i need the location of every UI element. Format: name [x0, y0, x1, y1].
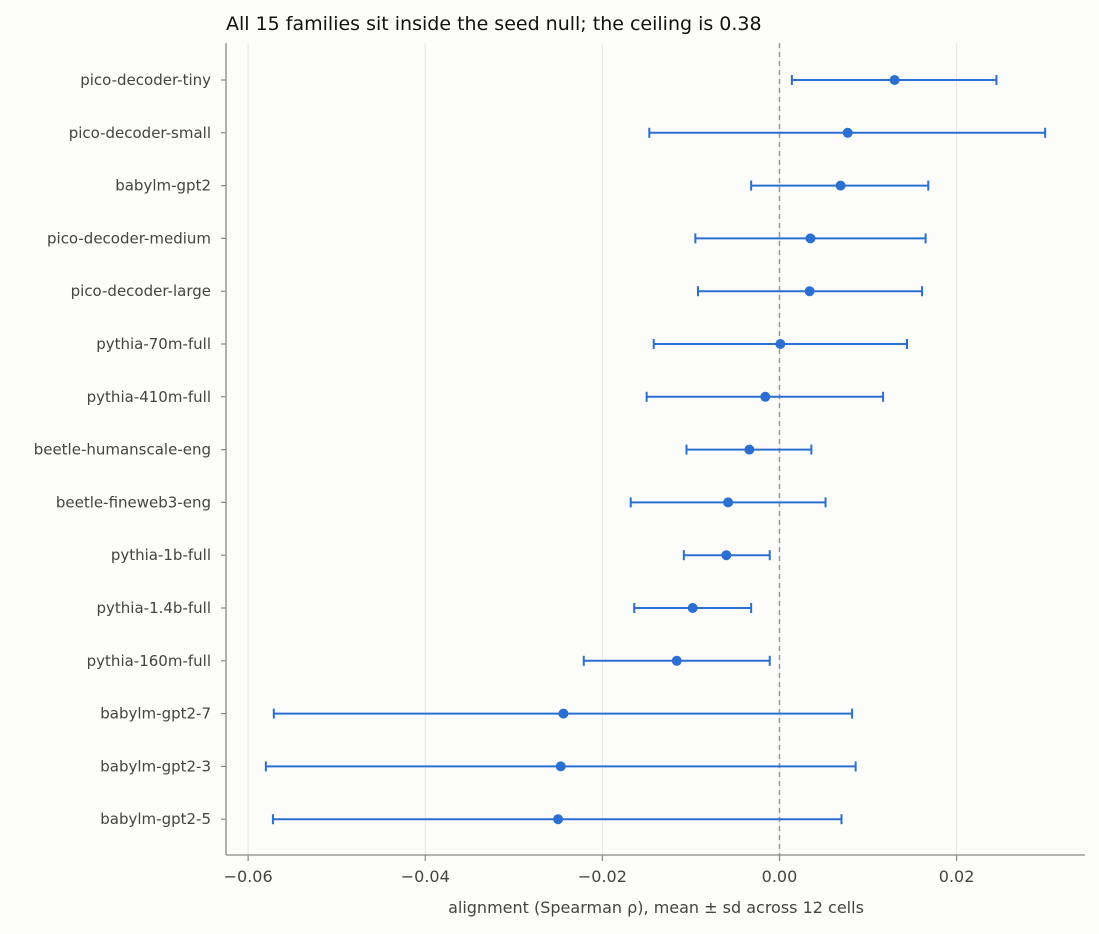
mean-point-13 [555, 761, 566, 772]
mean-point-9 [721, 550, 732, 561]
mean-point-7 [744, 444, 755, 455]
error-bars [264, 75, 1047, 825]
y-tick-label-12: babylm-gpt2-7 [100, 705, 211, 723]
x-tick-label-2: −0.02 [578, 867, 627, 886]
mean-point-14 [553, 814, 564, 825]
chart-title: All 15 families sit inside the seed null… [226, 13, 762, 35]
errorbar-pythia-1b-full [682, 550, 771, 561]
y-tick-label-9: pythia-1b-full [111, 546, 211, 564]
y-tick-label-7: beetle-humanscale-eng [34, 441, 211, 459]
x-axis-label: alignment (Spearman ρ), mean ± sd across… [448, 898, 864, 917]
errorbar-beetle-fineweb3-eng [629, 497, 827, 508]
mean-point-10 [687, 603, 698, 613]
grid [247, 43, 958, 855]
mean-point-6 [760, 391, 771, 402]
errorbar-pythia-70m-full [652, 339, 909, 349]
errorbar-pico-decoder-medium [694, 233, 927, 244]
mean-point-8 [723, 497, 734, 508]
errorbar-pico-decoder-large [697, 286, 924, 297]
x-tick-label-3: 0.00 [762, 867, 798, 886]
mean-point-4 [804, 286, 815, 297]
mean-point-3 [805, 233, 816, 244]
x-tick-label-0: −0.06 [224, 867, 273, 886]
y-tick-label-5: pythia-70m-full [96, 335, 211, 353]
y-tick-label-10: pythia-1.4b-full [97, 599, 211, 617]
errorbar-pico-decoder-tiny [790, 75, 998, 85]
x-tick-label-4: 0.02 [939, 867, 975, 886]
y-tick-label-8: beetle-fineweb3-eng [56, 493, 211, 511]
x-tick-label-1: −0.04 [401, 867, 450, 886]
mean-point-0 [889, 75, 900, 85]
errorbar-pico-decoder-small [648, 127, 1047, 138]
errorbar-pythia-1.4b-full [633, 603, 753, 613]
mean-point-5 [775, 339, 786, 349]
mean-point-2 [835, 180, 846, 191]
y-tick-label-2: babylm-gpt2 [115, 177, 211, 195]
errorbar-pythia-160m-full [582, 655, 771, 666]
mean-point-1 [842, 127, 853, 138]
errorbar-beetle-humanscale-eng [685, 444, 813, 455]
mean-point-12 [558, 708, 569, 719]
y-tick-label-0: pico-decoder-tiny [80, 71, 211, 89]
x-axis-ticks: −0.06 −0.04 −0.02 0.00 0.02 [224, 855, 975, 886]
errorbar-babylm-gpt2-7 [272, 708, 854, 719]
errorbar-pythia-410m-full [645, 391, 885, 402]
errorbar-babylm-gpt2 [750, 180, 930, 191]
y-tick-label-11: pythia-160m-full [87, 652, 211, 670]
y-axis-ticks: pico-decoder-tiny pico-decoder-small babyl… [34, 71, 226, 828]
y-tick-label-3: pico-decoder-medium [47, 229, 211, 247]
y-tick-label-4: pico-decoder-large [71, 282, 211, 300]
errorbar-babylm-gpt2-5 [271, 814, 843, 825]
y-tick-label-13: babylm-gpt2-3 [100, 757, 211, 775]
y-tick-label-6: pythia-410m-full [87, 388, 211, 406]
y-tick-label-14: babylm-gpt2-5 [100, 810, 211, 828]
y-tick-label-1: pico-decoder-small [69, 124, 211, 142]
errorbar-babylm-gpt2-3 [264, 761, 857, 772]
mean-point-11 [671, 655, 682, 666]
